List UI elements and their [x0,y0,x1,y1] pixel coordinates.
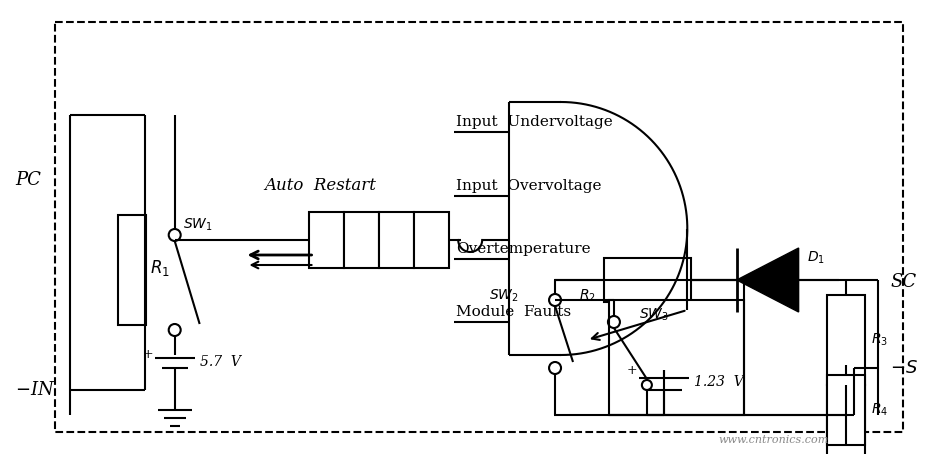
Bar [827,385,865,454]
Text: 5.7  V: 5.7 V [200,355,241,369]
Text: Input  Overvoltage: Input Overvoltage [457,178,602,192]
Text: SC: SC [891,273,917,291]
Text: +: + [143,347,153,360]
Bar [309,212,344,268]
Text: $R_2$: $R_2$ [579,288,595,304]
Text: Auto  Restart: Auto Restart [265,177,377,193]
Text: www.cntronics.com: www.cntronics.com [719,435,829,445]
Text: +: + [627,364,637,376]
Text: Module  Faults: Module Faults [457,305,571,319]
Text: PC: PC [15,171,41,189]
Bar [344,212,380,268]
Bar [380,212,414,268]
Text: Input  Undervoltage: Input Undervoltage [457,115,613,129]
Bar [827,295,865,385]
Text: $SW_2$: $SW_2$ [489,288,519,304]
Bar [414,212,449,268]
Text: Overtemperature: Overtemperature [457,242,591,256]
Text: $-S$: $-S$ [891,359,919,377]
Bar [118,215,145,325]
Text: $R_4$: $R_4$ [871,402,889,418]
Bar [827,375,865,445]
Text: $-$IN: $-$IN [15,381,56,399]
Text: $R_1$: $R_1$ [150,258,169,278]
Text: $D_1$: $D_1$ [807,250,824,266]
Text: $SW_3$: $SW_3$ [639,307,669,323]
Text: $R_3$: $R_3$ [871,332,889,348]
Polygon shape [737,248,798,312]
Text: $SW_1$: $SW_1$ [182,217,212,233]
Text: 1.23  V: 1.23 V [694,375,744,389]
Bar [604,258,691,302]
Bar [609,300,744,415]
